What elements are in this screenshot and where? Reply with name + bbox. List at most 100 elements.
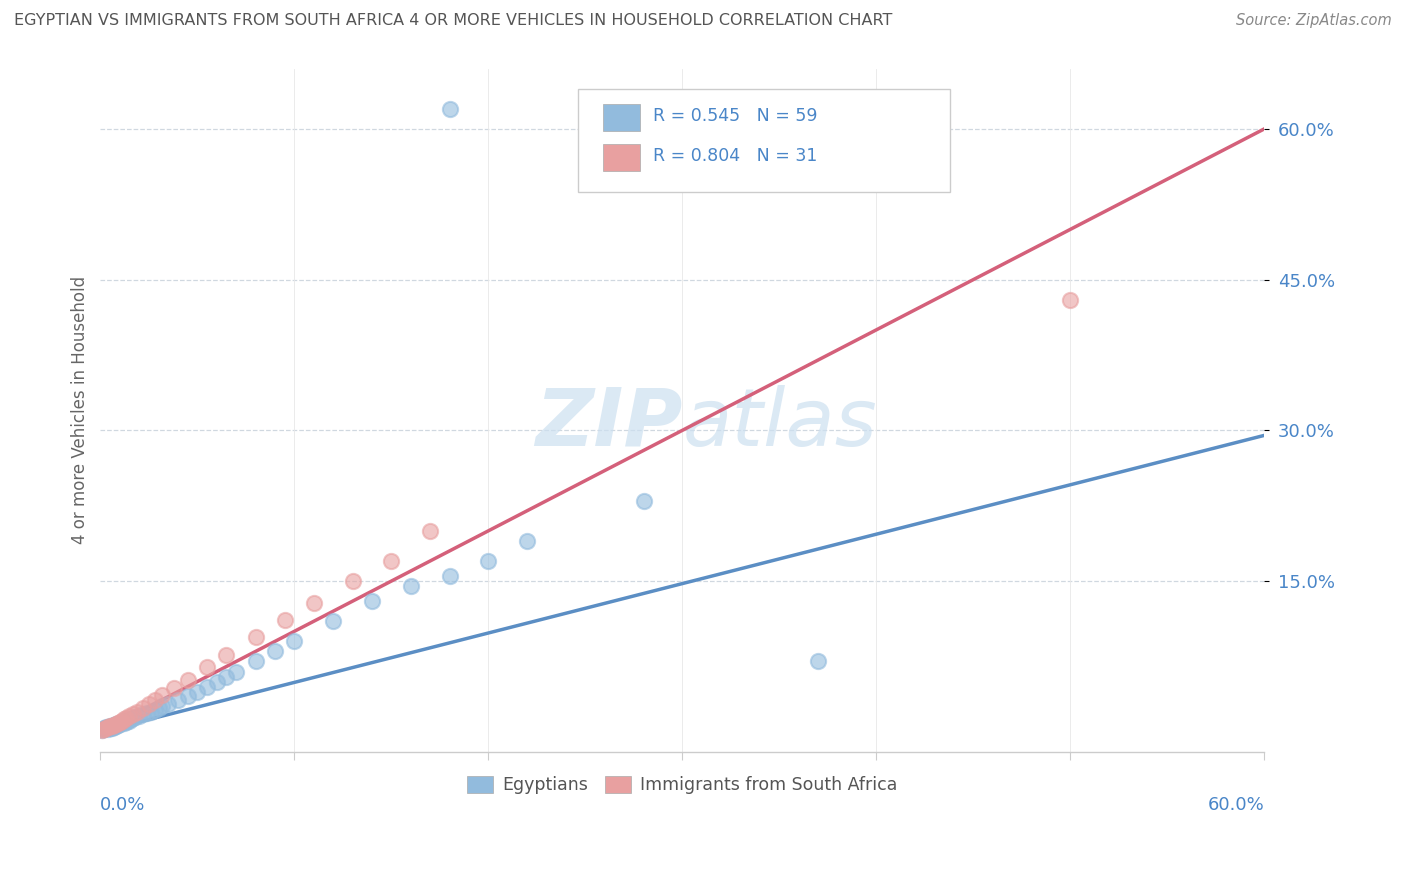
Point bbox=[245, 631, 267, 645]
Point bbox=[93, 722, 115, 736]
Text: 0.0%: 0.0% bbox=[100, 797, 146, 814]
Point bbox=[273, 613, 295, 627]
Point bbox=[104, 718, 127, 732]
Point bbox=[139, 705, 162, 719]
Point bbox=[148, 700, 170, 714]
Point bbox=[176, 689, 198, 703]
Point bbox=[111, 714, 134, 729]
Point bbox=[135, 706, 157, 720]
Text: atlas: atlas bbox=[682, 384, 877, 463]
Text: 60.0%: 60.0% bbox=[1208, 797, 1264, 814]
Point bbox=[127, 705, 149, 719]
Point bbox=[104, 719, 127, 733]
Point bbox=[152, 688, 174, 702]
Legend: Egyptians, Immigrants from South Africa: Egyptians, Immigrants from South Africa bbox=[460, 769, 904, 801]
Point bbox=[108, 716, 131, 731]
Point bbox=[98, 720, 121, 734]
Text: R = 0.545   N = 59: R = 0.545 N = 59 bbox=[654, 107, 818, 126]
Point bbox=[96, 721, 118, 735]
Point bbox=[124, 710, 146, 724]
Point bbox=[143, 692, 166, 706]
Point bbox=[516, 533, 538, 548]
Point bbox=[98, 721, 121, 735]
Point bbox=[322, 614, 344, 628]
Point bbox=[132, 706, 155, 721]
Point bbox=[91, 723, 114, 737]
Point bbox=[361, 594, 384, 608]
Point bbox=[93, 722, 115, 736]
Y-axis label: 4 or more Vehicles in Household: 4 or more Vehicles in Household bbox=[72, 277, 89, 544]
Point bbox=[163, 681, 186, 695]
Point bbox=[108, 714, 131, 729]
Point bbox=[117, 713, 139, 727]
Point bbox=[157, 697, 180, 711]
Point bbox=[118, 708, 141, 723]
Point bbox=[118, 714, 141, 728]
Point bbox=[101, 721, 124, 735]
Point bbox=[103, 718, 125, 732]
FancyBboxPatch shape bbox=[603, 144, 641, 171]
Point bbox=[104, 716, 127, 731]
Point bbox=[152, 698, 174, 713]
Point bbox=[302, 596, 325, 610]
Point bbox=[283, 634, 305, 648]
Point bbox=[1059, 293, 1081, 307]
Point bbox=[101, 719, 124, 733]
Point bbox=[419, 524, 441, 538]
Point bbox=[114, 714, 136, 729]
Point bbox=[122, 706, 145, 721]
Point bbox=[101, 720, 124, 734]
FancyBboxPatch shape bbox=[578, 89, 950, 192]
Point bbox=[97, 720, 120, 734]
Point bbox=[97, 722, 120, 736]
Point bbox=[98, 719, 121, 733]
Point bbox=[107, 716, 129, 731]
Point bbox=[245, 655, 267, 669]
Point bbox=[107, 718, 129, 732]
Point bbox=[176, 673, 198, 687]
Point bbox=[107, 715, 129, 730]
Point bbox=[439, 569, 461, 583]
Point bbox=[96, 720, 118, 734]
Point bbox=[807, 655, 830, 669]
Point bbox=[108, 715, 131, 730]
Point bbox=[186, 684, 208, 698]
Point bbox=[112, 714, 135, 728]
Point bbox=[91, 723, 114, 737]
Point bbox=[195, 660, 218, 674]
Point bbox=[477, 554, 499, 568]
Point bbox=[122, 711, 145, 725]
Point bbox=[98, 719, 121, 733]
Point bbox=[205, 674, 228, 689]
FancyBboxPatch shape bbox=[603, 104, 641, 131]
Point bbox=[143, 703, 166, 717]
Point bbox=[225, 665, 247, 679]
Point bbox=[633, 493, 655, 508]
Point bbox=[111, 714, 134, 728]
Point bbox=[195, 680, 218, 694]
Point bbox=[112, 712, 135, 726]
Point bbox=[97, 720, 120, 734]
Text: R = 0.804   N = 31: R = 0.804 N = 31 bbox=[654, 147, 818, 165]
Point bbox=[264, 644, 287, 658]
Point bbox=[342, 574, 364, 588]
Point bbox=[399, 579, 422, 593]
Point bbox=[112, 715, 135, 730]
Point bbox=[93, 721, 115, 735]
Point bbox=[215, 669, 238, 683]
Point bbox=[104, 716, 127, 731]
Point bbox=[132, 700, 155, 714]
Text: ZIP: ZIP bbox=[536, 384, 682, 463]
Point bbox=[101, 719, 124, 733]
Point bbox=[103, 720, 125, 734]
Point bbox=[167, 692, 190, 706]
Point bbox=[439, 102, 461, 116]
Point bbox=[96, 721, 118, 735]
Point bbox=[138, 697, 160, 711]
Point bbox=[380, 554, 402, 568]
Point bbox=[215, 648, 238, 663]
Point bbox=[103, 719, 125, 733]
Point bbox=[128, 708, 150, 723]
Point bbox=[120, 712, 142, 726]
Text: EGYPTIAN VS IMMIGRANTS FROM SOUTH AFRICA 4 OR MORE VEHICLES IN HOUSEHOLD CORRELA: EGYPTIAN VS IMMIGRANTS FROM SOUTH AFRICA… bbox=[14, 13, 893, 29]
